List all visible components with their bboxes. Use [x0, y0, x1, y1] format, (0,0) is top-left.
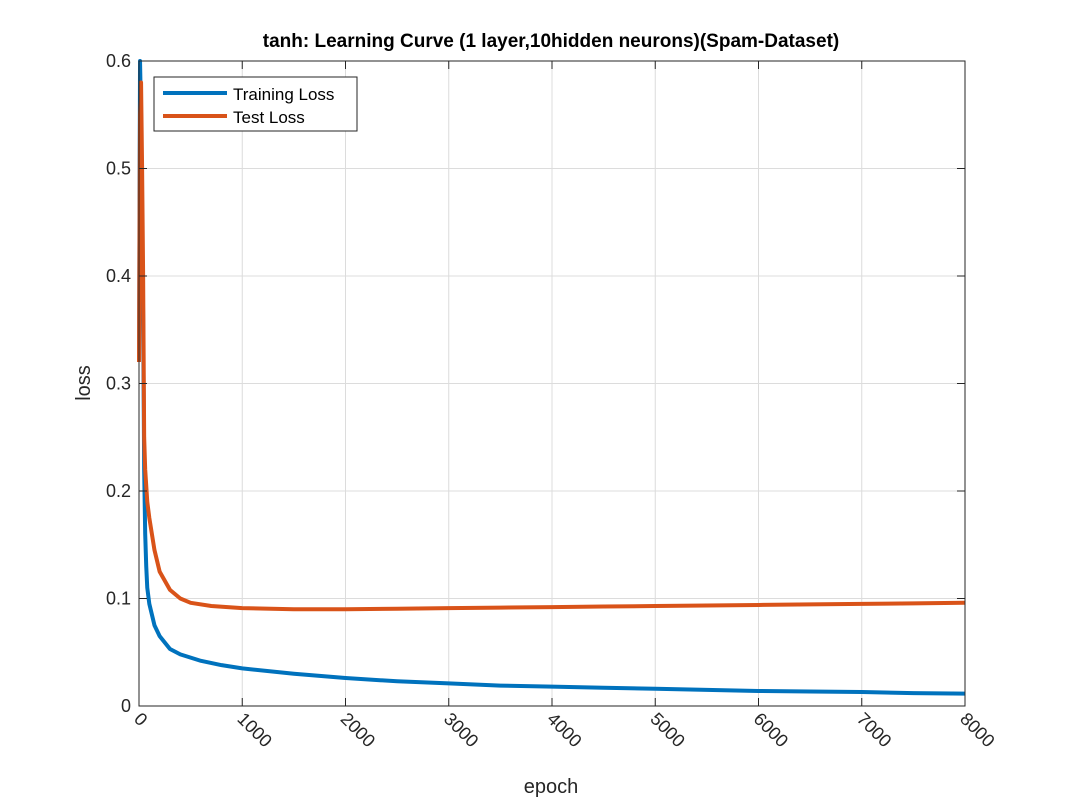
axis-ticks: [138, 60, 966, 707]
y-tick-label: 0: [121, 696, 131, 716]
legend: Training Loss Test Loss: [153, 76, 358, 132]
y-tick-label: 0.5: [106, 159, 131, 179]
y-tick-label: 0.4: [106, 266, 131, 286]
series-lines: [137, 59, 966, 696]
y-axis-label: loss: [73, 365, 95, 401]
y-tick-label: 0.1: [106, 589, 131, 609]
y-tick-label: 0.2: [106, 481, 131, 501]
y-tick-label: 0.6: [106, 51, 131, 71]
test-loss-line: [137, 80, 966, 612]
y-tick-label: 0.3: [106, 374, 131, 394]
legend-label-training-loss: Training Loss: [233, 85, 334, 104]
legend-box: [153, 76, 358, 132]
x-axis-label: epoch: [524, 776, 579, 798]
chart-title: tanh: Learning Curve (1 layer,10hidden n…: [263, 31, 839, 52]
legend-label-test-loss: Test Loss: [233, 108, 305, 127]
grid: [139, 61, 965, 706]
